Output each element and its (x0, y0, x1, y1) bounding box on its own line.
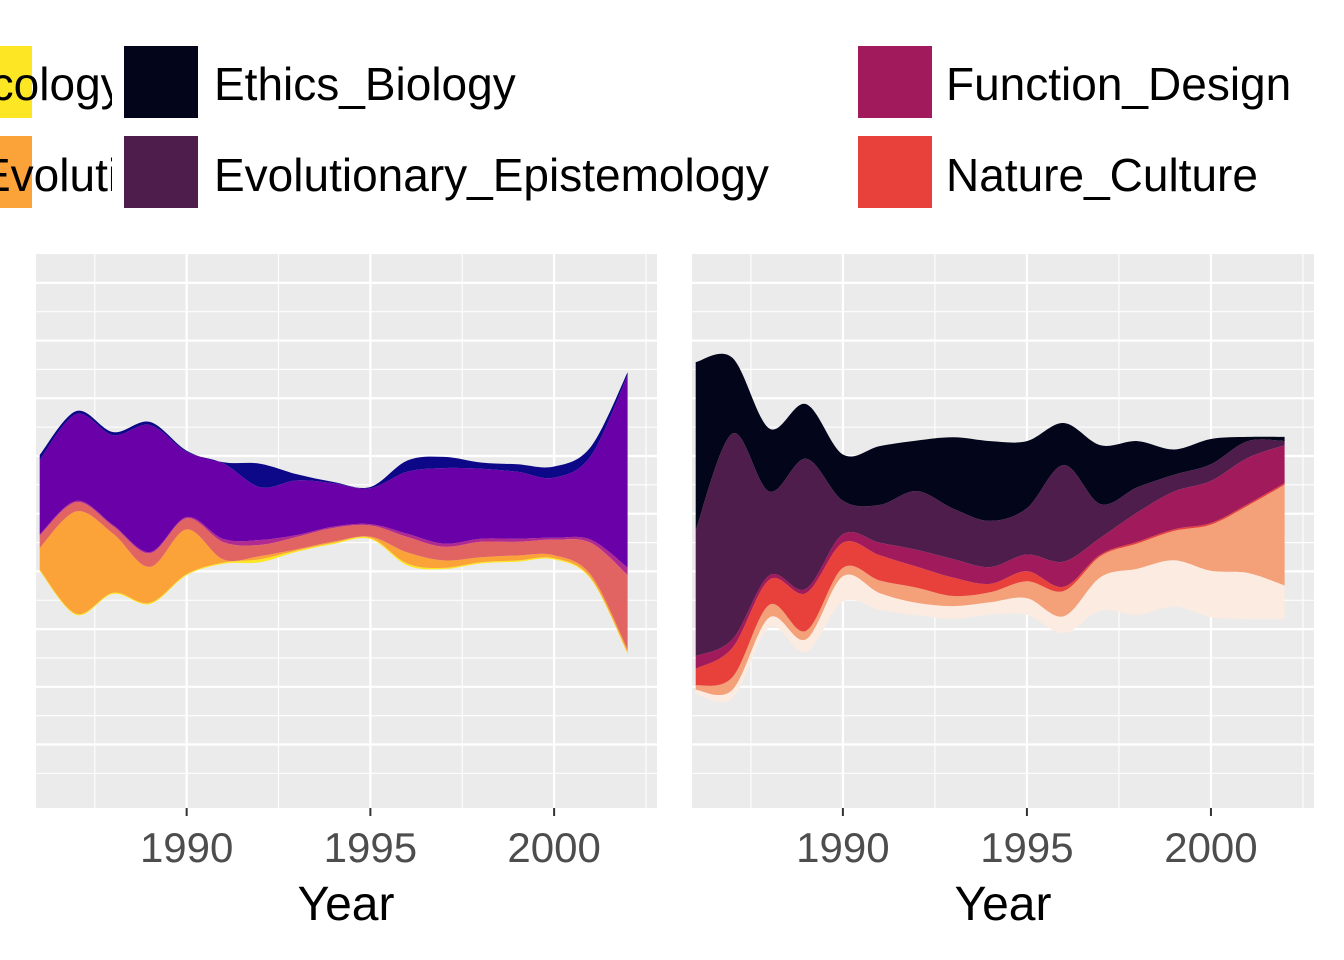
x-tick-label: 1990 (140, 824, 233, 871)
stream-layer-4 (695, 433, 1285, 657)
x-tick-label: 1995 (980, 824, 1073, 871)
stream-areas (695, 353, 1285, 703)
legend-key-nature-culture (858, 136, 932, 208)
x-tick-label: 1995 (324, 824, 417, 871)
legend-key-evolution (0, 136, 32, 208)
legend-label-evolution: Evolution (0, 149, 169, 201)
stream-layer-0 (695, 560, 1285, 703)
x-axis-title: Year (955, 878, 1052, 931)
legend: Ecology Evolution Ethics_Biology Evoluti… (0, 46, 1291, 208)
legend-key-evolutionary-epistemology (124, 136, 198, 208)
left-panel: 1990 1995 2000 Year (36, 254, 657, 931)
stream-layer-5 (695, 353, 1285, 531)
stream-layer-2 (695, 483, 1285, 686)
legend-label-function-design: Function_Design (946, 58, 1291, 110)
stream-areas (39, 372, 628, 654)
x-tick-label: 1990 (796, 824, 889, 871)
stream-layer-4 (39, 375, 628, 568)
x-axis-title: Year (298, 878, 395, 931)
legend-key-ecology (0, 46, 32, 118)
x-tick-label: 2000 (507, 824, 600, 871)
legend-label-evolutionary-epistemology: Evolutionary_Epistemology (214, 149, 769, 201)
stream-layer-2 (39, 502, 628, 650)
legend-key-ethics-biology (124, 46, 198, 118)
stream-layer-1 (39, 511, 628, 653)
right-panel: 1990 1995 2000 Year (692, 254, 1314, 931)
x-axis-ticks: 1990 1995 2000 (140, 808, 601, 871)
legend-key-function-design (858, 46, 932, 118)
legend-label-ethics-biology: Ethics_Biology (214, 58, 516, 110)
legend-label-ecology: Ecology (0, 58, 124, 110)
legend-label-nature-culture: Nature_Culture (946, 149, 1258, 201)
x-tick-label: 2000 (1164, 824, 1257, 871)
x-axis-ticks: 1990 1995 2000 (796, 808, 1258, 871)
